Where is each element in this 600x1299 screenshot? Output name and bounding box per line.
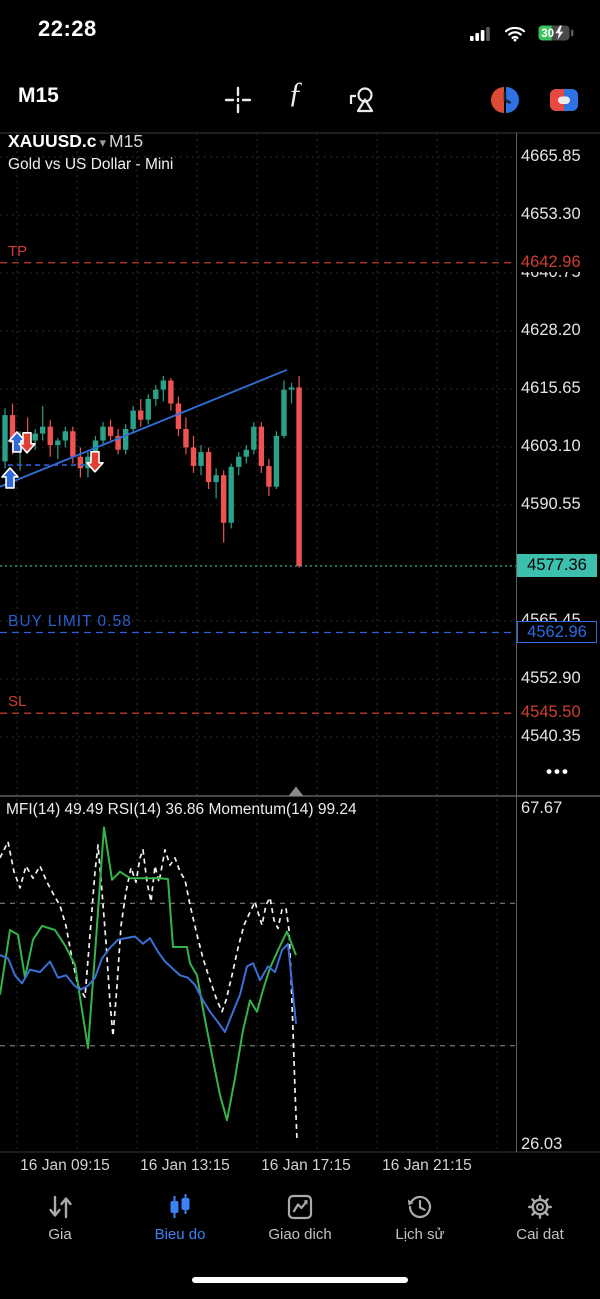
sell-arrow-marker xyxy=(86,450,104,473)
gear-icon xyxy=(527,1195,552,1219)
candle-body xyxy=(258,426,265,466)
indicator-legend: MFI(14) 49.49 RSI(14) 36.86 Momentum(14)… xyxy=(6,801,357,818)
candle-body xyxy=(220,475,227,523)
candle-body xyxy=(168,380,174,404)
history-clock-icon xyxy=(408,1195,432,1219)
candle-body xyxy=(2,415,8,462)
nav-label: Cai dat xyxy=(516,1226,564,1243)
candlestick-icon xyxy=(170,1194,190,1218)
candle-body xyxy=(281,389,287,436)
nav-item-cai-dat[interactable]: Cai dat xyxy=(480,1185,600,1265)
candle-body xyxy=(100,426,106,441)
candle-body xyxy=(175,403,182,429)
candle-body xyxy=(77,456,84,469)
candle-body xyxy=(205,452,212,483)
chevron-down-icon: ▾ xyxy=(99,135,107,150)
arrows-updown-icon xyxy=(49,1195,72,1219)
candle-body xyxy=(198,452,204,466)
candle-body xyxy=(32,433,38,441)
battery-percent-text: 30 xyxy=(541,28,554,40)
candle-body xyxy=(228,466,234,523)
wifi-icon xyxy=(504,26,526,42)
buy-arrow-marker xyxy=(1,467,19,489)
trendline[interactable] xyxy=(0,368,288,488)
nav-item-gia[interactable]: Gia xyxy=(0,1185,120,1265)
candle-body xyxy=(183,428,189,448)
candle-body xyxy=(236,456,242,467)
nav-item-giao-dich[interactable]: Giao dich xyxy=(240,1185,360,1265)
candle-body xyxy=(251,426,257,450)
candle-body xyxy=(122,428,129,450)
home-indicator[interactable] xyxy=(192,1277,408,1283)
symbol-name: XAUUSD.c xyxy=(8,131,97,151)
function-icon[interactable]: ƒ xyxy=(288,76,303,109)
bottom-nav: Gia Bieu do Giao dich xyxy=(0,1185,600,1265)
trade-markers xyxy=(1,431,104,489)
trade-chart-icon xyxy=(287,1194,313,1220)
candle-body xyxy=(47,426,53,446)
candle-body xyxy=(145,398,151,420)
candle-body xyxy=(153,389,159,399)
symbol-selector[interactable]: XAUUSD.c ▾ M15 xyxy=(8,131,143,152)
nav-label: Giao dich xyxy=(268,1226,332,1243)
indicator-series-RSI(14) xyxy=(0,935,297,1033)
indicator-series-MFI(14) xyxy=(0,826,297,1122)
nav-item-bieu-do[interactable]: Bieu do xyxy=(120,1185,240,1265)
pane-resize-handle-icon[interactable] xyxy=(288,786,304,797)
indicator-series-Momentum(14) xyxy=(0,840,298,1141)
candle-body xyxy=(70,431,76,457)
candle-body xyxy=(288,387,295,390)
candle-body xyxy=(296,387,302,566)
symbol-timeframe: M15 xyxy=(109,131,144,151)
timeframe-button[interactable]: M15 xyxy=(18,84,59,107)
symbol-description: Gold vs US Dollar - Mini xyxy=(8,156,174,173)
candle-body xyxy=(130,410,136,429)
candle-body xyxy=(273,435,280,487)
nav-label: Gia xyxy=(48,1226,72,1243)
status-time: 22:28 xyxy=(38,16,97,41)
candle-body xyxy=(115,435,121,450)
objects-icon[interactable] xyxy=(346,84,378,116)
candle-body xyxy=(62,431,69,441)
nav-label: Bieu do xyxy=(154,1226,206,1243)
candle-body xyxy=(40,426,46,434)
candle-body xyxy=(243,449,249,457)
candle-body xyxy=(190,447,197,466)
sell-arrow-marker xyxy=(18,432,36,454)
candle-body xyxy=(138,410,144,420)
candle-body xyxy=(55,440,61,446)
candle-body xyxy=(160,380,167,390)
chart-mode-icon[interactable] xyxy=(489,84,521,116)
gridlines xyxy=(0,133,517,1152)
candle-body xyxy=(213,475,219,483)
signal-bars-icon xyxy=(470,27,490,41)
status-bar: 22:28 30 xyxy=(0,0,600,60)
nav-item-lich-su[interactable]: Lịch sử xyxy=(360,1185,480,1265)
chart-toolbar: M15 ƒ xyxy=(0,72,600,128)
crosshair-icon[interactable] xyxy=(222,84,254,116)
candle-body xyxy=(9,415,16,443)
candle-body xyxy=(107,426,114,436)
order-panel-icon[interactable] xyxy=(548,84,580,116)
nav-label: Lịch sử xyxy=(395,1226,445,1243)
candle-body xyxy=(266,465,272,487)
battery-charging-icon: 30 xyxy=(538,25,574,41)
